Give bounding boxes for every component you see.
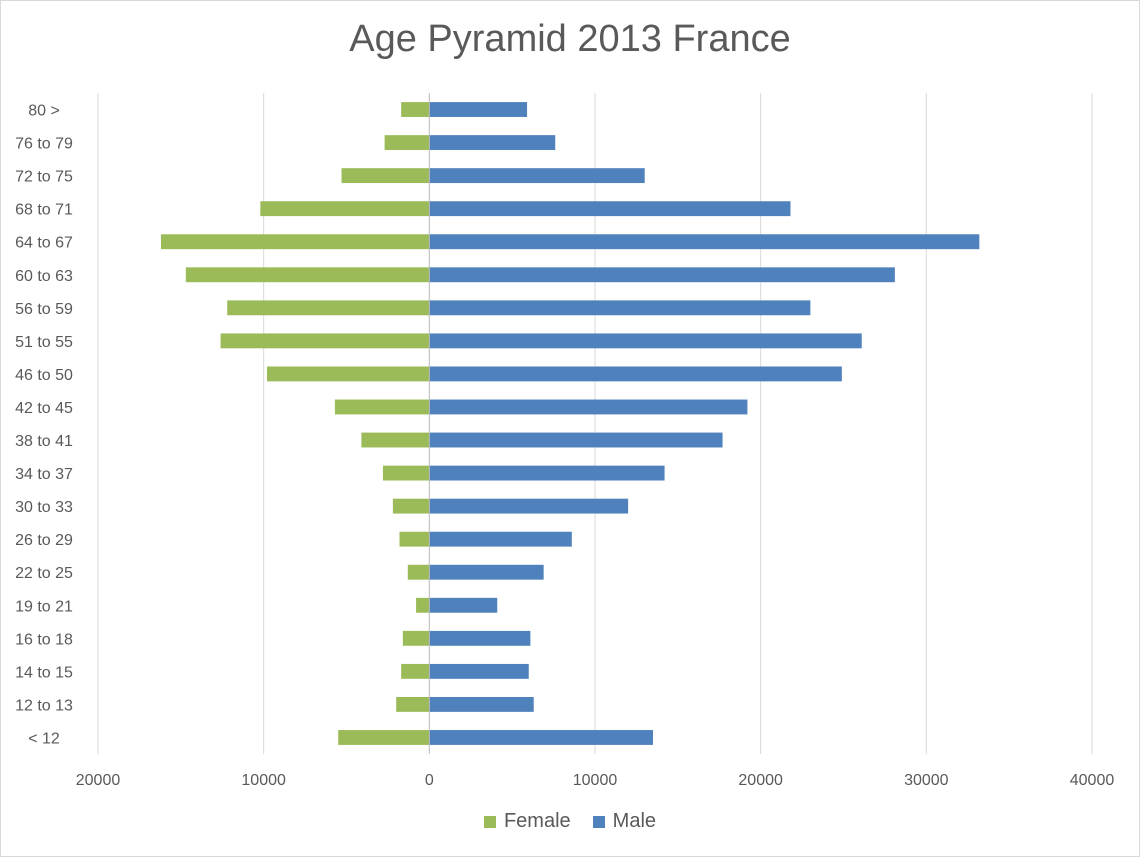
bar-male xyxy=(429,663,529,679)
bar-female xyxy=(334,399,430,415)
bar-male xyxy=(429,630,531,646)
chart-legend: Female Male xyxy=(0,810,1140,833)
y-tick-label: < 12 xyxy=(28,730,60,747)
bar-female xyxy=(401,663,430,679)
bar-female xyxy=(266,366,430,382)
y-tick-label: 14 to 15 xyxy=(15,664,73,681)
x-tick-label: 40000 xyxy=(1070,772,1115,789)
bar-female xyxy=(407,564,430,580)
bar-female xyxy=(382,465,430,481)
x-tick-label: 10000 xyxy=(573,772,618,789)
bar-female xyxy=(227,300,430,316)
bar-male xyxy=(429,730,653,745)
bar-female xyxy=(185,267,430,283)
legend-label-male: Male xyxy=(612,810,657,832)
bar-female xyxy=(399,531,430,547)
y-tick-label: 42 to 45 xyxy=(15,400,73,417)
legend-item-female: Female xyxy=(483,810,571,833)
bar-female xyxy=(220,333,430,349)
y-tick-label: 22 to 25 xyxy=(15,565,73,582)
bar-male xyxy=(429,597,498,613)
bar-male xyxy=(429,267,895,283)
y-tick-label: 12 to 13 xyxy=(15,697,73,714)
y-tick-label: 56 to 59 xyxy=(15,301,73,318)
bar-female xyxy=(260,201,430,217)
bar-male xyxy=(429,564,544,580)
bar-male xyxy=(429,696,534,712)
y-tick-label: 34 to 37 xyxy=(15,466,73,483)
bar-female xyxy=(401,102,430,117)
x-tick-label: 20000 xyxy=(76,772,121,789)
bar-male xyxy=(429,366,842,382)
bar-female xyxy=(338,730,430,745)
bar-female xyxy=(402,630,430,646)
y-tick-label: 26 to 29 xyxy=(15,532,73,549)
bar-male xyxy=(429,399,748,415)
y-tick-label: 16 to 18 xyxy=(15,631,73,648)
bar-female xyxy=(341,168,430,184)
bar-female xyxy=(384,135,430,151)
y-tick-label: 80 > xyxy=(28,103,60,120)
legend-swatch-female xyxy=(483,815,496,828)
y-tick-label: 30 to 33 xyxy=(15,499,73,516)
bar-female xyxy=(392,498,430,514)
y-tick-label: 72 to 75 xyxy=(15,169,73,186)
chart-title: Age Pyramid 2013 France xyxy=(349,18,791,60)
legend-item-male: Male xyxy=(592,810,657,833)
y-tick-label: 60 to 63 xyxy=(15,268,73,285)
bar-male xyxy=(429,498,629,514)
bar-male xyxy=(429,300,811,316)
bar-male xyxy=(429,102,528,117)
y-tick-label: 46 to 50 xyxy=(15,367,73,384)
bar-male xyxy=(429,168,645,184)
x-tick-label: 0 xyxy=(425,772,434,789)
bar-female xyxy=(160,234,430,250)
bar-female xyxy=(396,696,430,712)
bar-male xyxy=(429,234,980,250)
x-tick-label: 10000 xyxy=(241,772,286,789)
y-tick-label: 64 to 67 xyxy=(15,235,73,252)
x-tick-label: 20000 xyxy=(738,772,783,789)
bar-female xyxy=(416,597,430,613)
bar-male xyxy=(429,465,665,481)
y-tick-label: 38 to 41 xyxy=(15,433,73,450)
bar-male xyxy=(429,135,556,151)
y-tick-label: 51 to 55 xyxy=(15,334,73,351)
bar-male xyxy=(429,531,572,547)
bar-female xyxy=(361,432,430,448)
chart-plot: 20000 10000 0 10000 20000 30000 40000 80 > 76 to… xyxy=(15,93,1115,789)
y-tick-label: 76 to 79 xyxy=(15,136,73,153)
y-tick-label: 68 to 71 xyxy=(15,202,73,219)
bar-male xyxy=(429,201,791,217)
legend-label-female: Female xyxy=(503,810,571,832)
x-tick-label: 30000 xyxy=(904,772,949,789)
legend-swatch-male xyxy=(592,815,605,828)
y-tick-label: 19 to 21 xyxy=(15,598,73,615)
bar-male xyxy=(429,333,862,349)
bar-male xyxy=(429,432,723,448)
